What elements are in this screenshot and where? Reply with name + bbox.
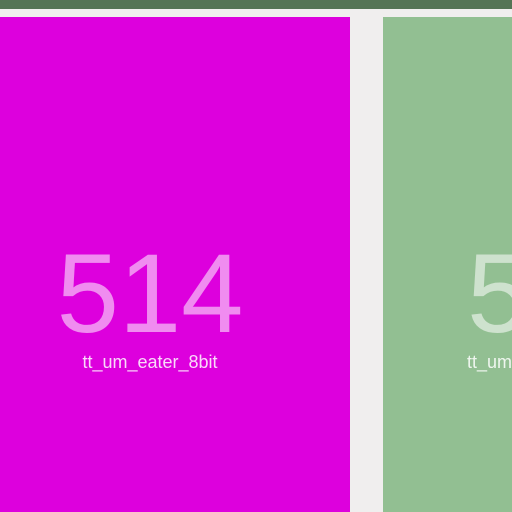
project-tile-tt-um-eater-8bit[interactable]: 514 tt_um_eater_8bit [0,17,350,512]
top-bar [0,0,512,9]
project-tile-partial[interactable]: 5 tt_um [383,17,512,512]
tile-number: 514 [56,231,244,356]
tile-label: tt_um_eater_8bit [82,352,218,372]
tile-label: tt_um [467,352,512,372]
tile-number: 5 [467,231,512,356]
